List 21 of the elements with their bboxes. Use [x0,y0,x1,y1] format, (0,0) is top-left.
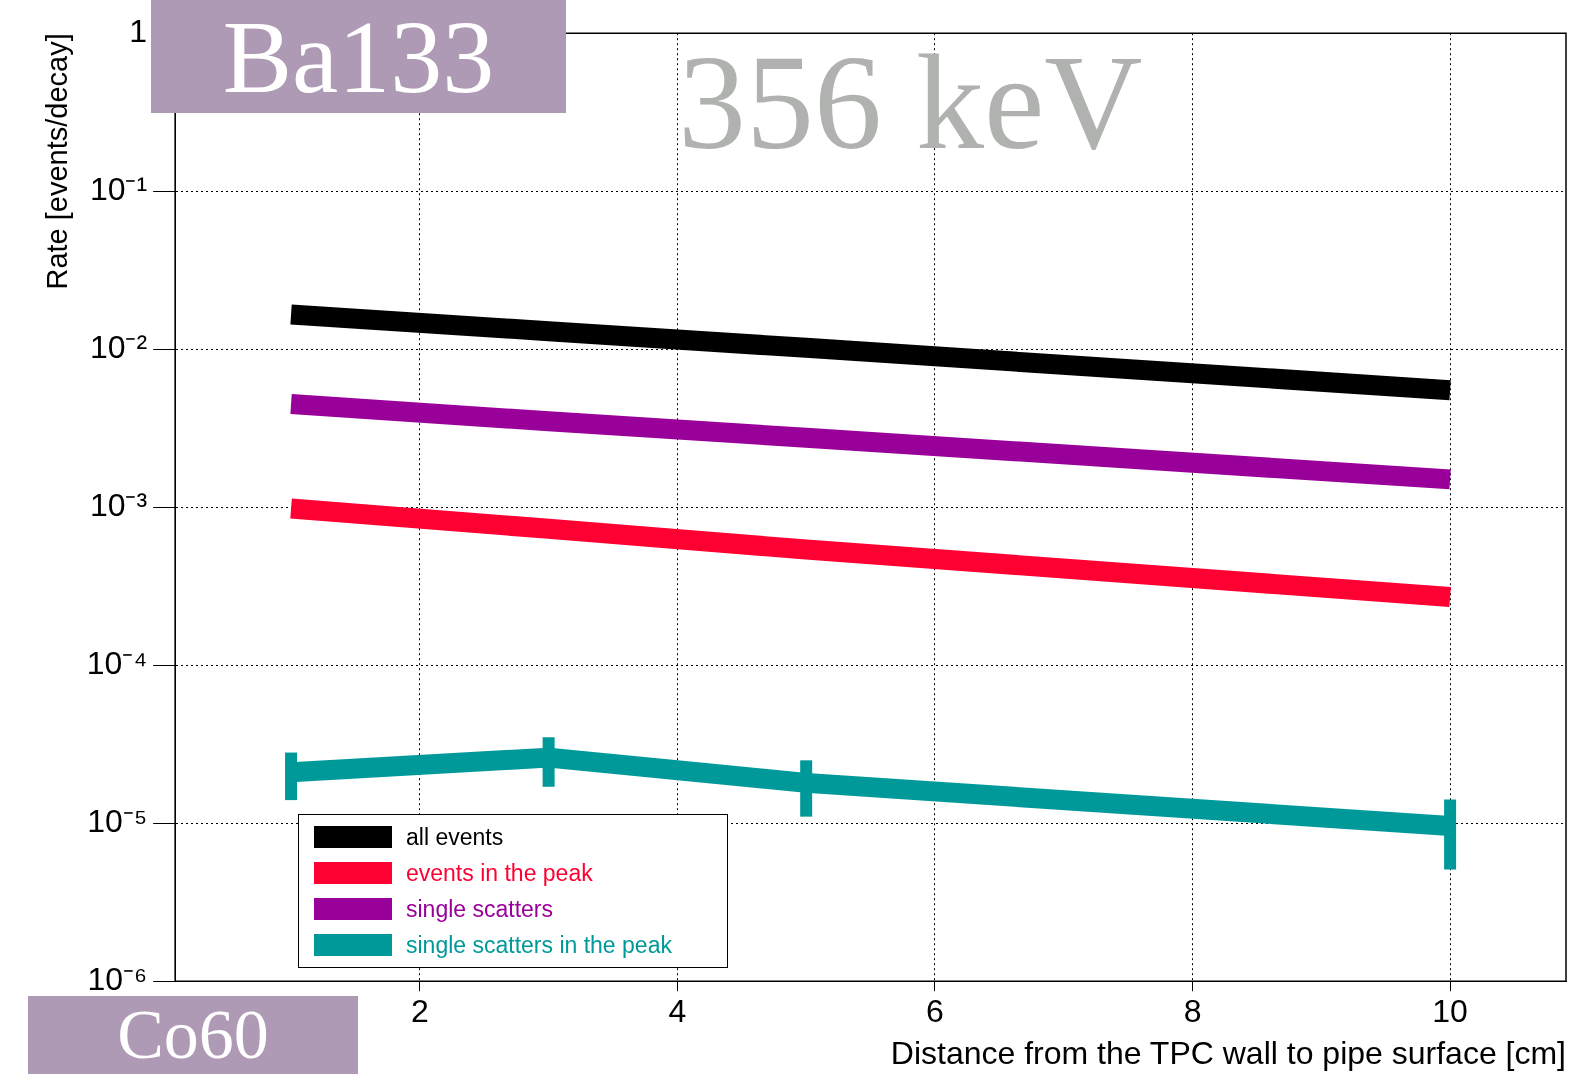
x-tick-label: 2 [410,993,429,1030]
y-axis-title: Rate [events/decay] [41,33,74,290]
y-tick-label: 10⁻⁵ [87,803,148,840]
legend-label: events in the peak [406,859,593,887]
y-tick-label: 10⁻⁶ [87,961,148,998]
y-tick-label: 1 [129,13,148,50]
annotation: Ba133 [151,0,566,114]
x-tick-label: 4 [668,993,687,1030]
x-tick-label: 6 [926,993,944,1030]
legend-label: single scatters [406,895,554,923]
y-tick-label: 10⁻¹ [89,171,148,208]
x-axis-title: Distance from the TPC wall to pipe surface [cm] [890,1034,1566,1071]
annotation: 356 keV [678,27,1143,177]
legend-label: single scatters in the peak [406,931,672,959]
x-tick-label: 8 [1183,993,1202,1030]
legend-label: all events [406,823,504,851]
y-tick-label: 10⁻³ [89,487,148,524]
y-tick-label: 10⁻⁴ [86,645,148,682]
x-tick-label: 10 [1432,993,1468,1030]
y-tick-label: 10⁻² [89,329,148,366]
text: Co60 [28,996,358,1074]
